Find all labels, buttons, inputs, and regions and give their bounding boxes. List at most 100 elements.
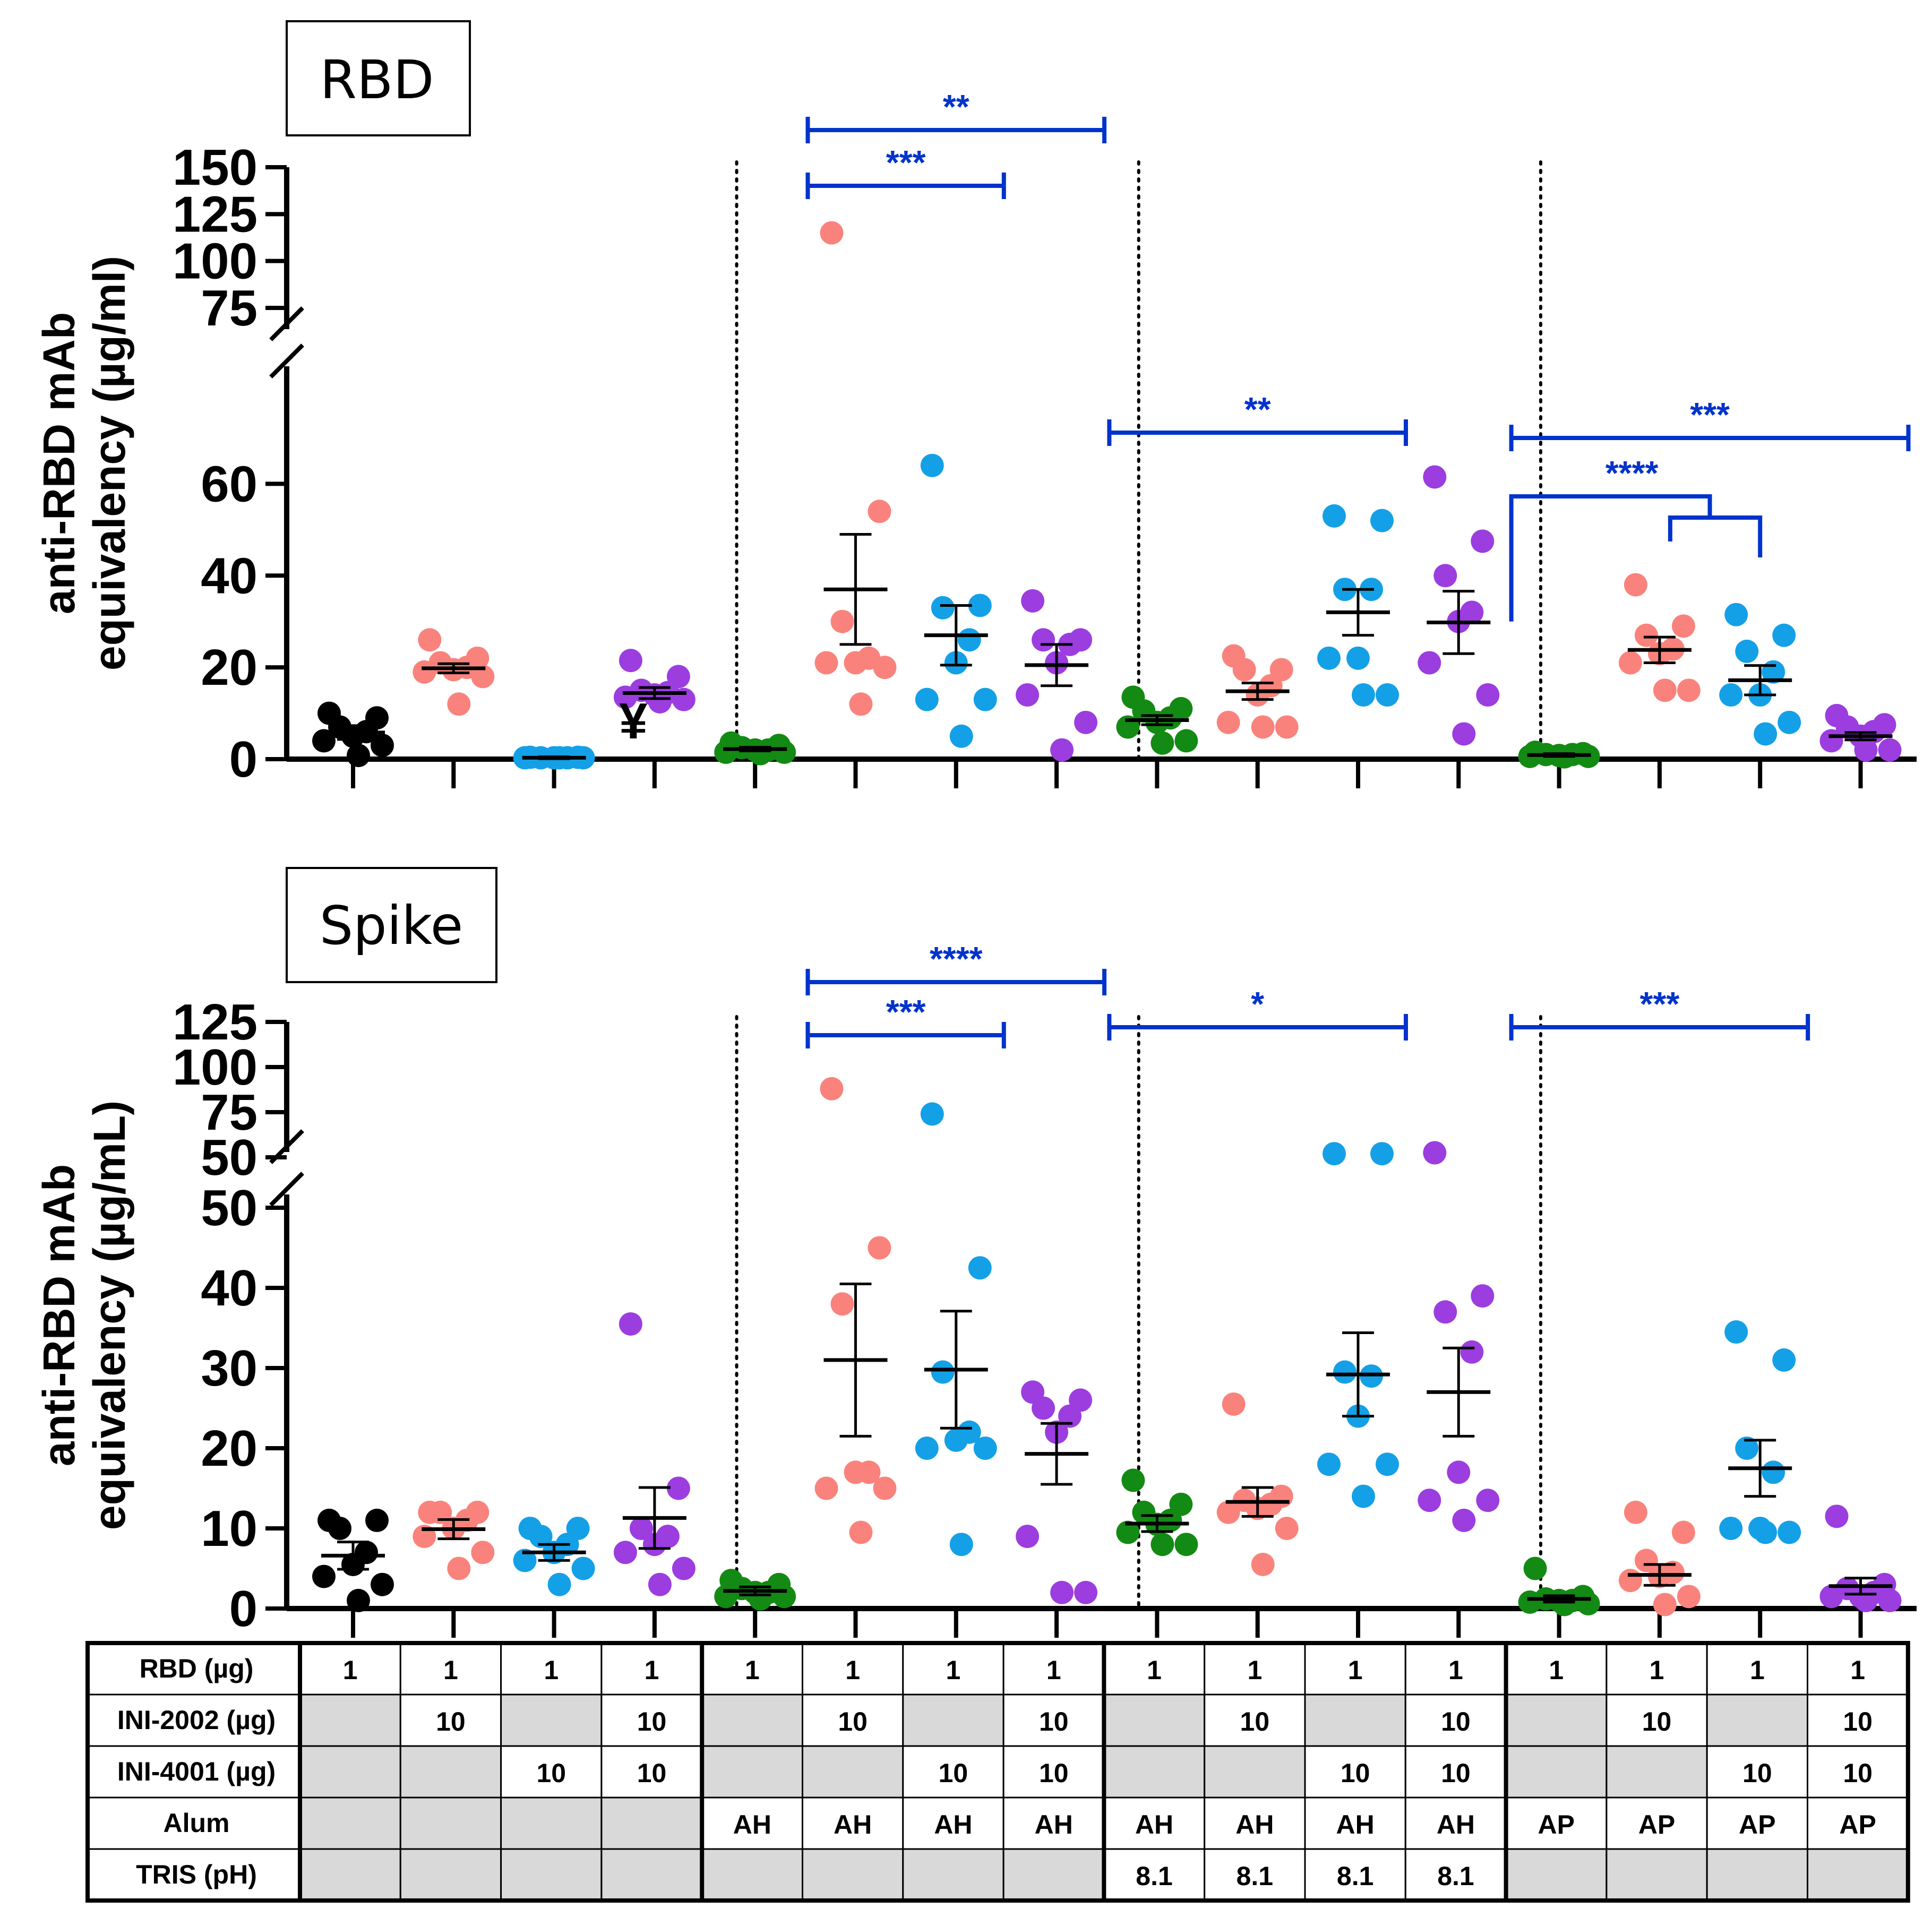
data-point xyxy=(1050,738,1074,762)
data-point xyxy=(1618,651,1642,675)
data-point xyxy=(1624,1500,1647,1524)
data-point xyxy=(1518,1590,1542,1614)
data-point xyxy=(471,1541,495,1564)
data-point xyxy=(1471,529,1495,553)
table-cell xyxy=(399,1693,502,1747)
table-cell xyxy=(1304,1745,1406,1799)
data-point xyxy=(666,1476,690,1500)
data-point xyxy=(1671,614,1695,638)
table-cell xyxy=(1002,1848,1105,1902)
data-point xyxy=(820,1077,844,1100)
table-cell-value: AP xyxy=(1638,1810,1675,1839)
data-point xyxy=(1370,509,1394,532)
data-point xyxy=(1452,722,1476,746)
y-tick-label: 125 xyxy=(173,994,257,1051)
data-point xyxy=(1677,1585,1701,1609)
table-row-label: INI-2002 (µg) xyxy=(117,1705,276,1735)
table-cell-value: 8.1 xyxy=(1136,1861,1173,1891)
data-point xyxy=(931,596,955,620)
data-point xyxy=(571,1557,595,1580)
table-cell-value: 10 xyxy=(1240,1707,1270,1736)
data-point xyxy=(1251,715,1275,739)
data-point xyxy=(920,453,944,477)
data-point xyxy=(371,1572,394,1596)
table-cell-value: 1 xyxy=(1147,1655,1162,1685)
significance-label: * xyxy=(1251,985,1264,1023)
significance-label: *** xyxy=(886,993,926,1031)
table-cell-value: 8.1 xyxy=(1437,1861,1474,1891)
data-point xyxy=(1671,1520,1695,1544)
data-point xyxy=(471,665,495,689)
table-cell xyxy=(1103,1848,1206,1902)
y-tick-label: 20 xyxy=(201,1420,257,1477)
data-point xyxy=(1275,715,1299,739)
table-cell-value: 1 xyxy=(343,1655,358,1685)
data-point xyxy=(1618,1569,1642,1593)
spike-chart: Spike anti-RBD mAb equivalency (µg/mL) 0 10 2… xyxy=(34,867,1917,1638)
table-cell xyxy=(399,1848,502,1902)
data-point xyxy=(949,1533,973,1557)
table-cell xyxy=(399,1745,502,1799)
y-tick-label: 0 xyxy=(229,1580,257,1637)
data-point xyxy=(1576,1592,1600,1615)
y-tick-label: 75 xyxy=(201,280,257,337)
data-point xyxy=(1032,628,1055,652)
table-cell xyxy=(701,1693,803,1747)
table-cell xyxy=(902,1693,1004,1747)
data-point xyxy=(347,1588,370,1612)
table-cell-value: AH xyxy=(834,1810,872,1839)
table-cell-value: 10 xyxy=(436,1707,466,1736)
data-point xyxy=(814,651,838,675)
table-cell-value: AH xyxy=(1336,1810,1375,1839)
table-cell xyxy=(1304,1642,1406,1696)
data-point xyxy=(672,1557,695,1580)
table-cell-value: 1 xyxy=(845,1655,860,1685)
table-cell-value: 10 xyxy=(1642,1707,1672,1736)
data-point xyxy=(749,742,772,766)
significance-label: *** xyxy=(1640,985,1680,1023)
table-row-label: RBD (µg) xyxy=(140,1654,254,1683)
data-point xyxy=(1471,1284,1495,1308)
panel-label: Spike xyxy=(320,895,463,957)
data-point xyxy=(529,1525,553,1549)
data-point xyxy=(1819,729,1843,753)
table-cell-value: 1 xyxy=(1750,1655,1765,1685)
data-point xyxy=(849,692,873,716)
data-point xyxy=(1150,731,1174,755)
data-point xyxy=(1634,623,1658,647)
data-point xyxy=(447,692,471,716)
data-point xyxy=(1352,1484,1375,1508)
table-cell xyxy=(1706,1693,1808,1747)
data-point xyxy=(1825,1504,1849,1528)
data-point xyxy=(1323,504,1346,528)
table-cell xyxy=(1505,1745,1608,1799)
data-point xyxy=(1021,589,1045,613)
data-point xyxy=(968,1256,992,1280)
data-point xyxy=(844,1460,868,1484)
table-row-label: TRIS (pH) xyxy=(136,1860,257,1889)
data-point xyxy=(1878,1588,1902,1612)
group-marker: ¥ xyxy=(619,693,647,750)
data-point xyxy=(1418,1489,1441,1512)
significance-bracket xyxy=(1668,515,1763,557)
data-point xyxy=(1058,1404,1082,1428)
data-point xyxy=(1854,738,1878,762)
table-cell-value: 10 xyxy=(1742,1758,1772,1788)
table-cell xyxy=(802,1848,904,1902)
data-point xyxy=(629,1517,653,1540)
table-cell xyxy=(1002,1745,1105,1799)
table-cell xyxy=(1103,1693,1206,1747)
y-tick-label: 50 xyxy=(201,1129,257,1186)
table-cell-value: 1 xyxy=(544,1655,559,1685)
data-point xyxy=(1333,1360,1356,1384)
data-point xyxy=(1376,1452,1399,1476)
data-point xyxy=(613,1541,637,1564)
data-point xyxy=(1772,623,1796,647)
table-cell-value: 1 xyxy=(443,1655,458,1685)
table-cell-value: 10 xyxy=(637,1758,667,1788)
table-cell-value: AH xyxy=(1135,1810,1173,1839)
y-axis-title-line1: anti-RBD mAb xyxy=(34,1164,84,1466)
table-cell xyxy=(701,1796,803,1850)
data-point xyxy=(1754,1520,1778,1544)
data-point xyxy=(312,729,336,753)
